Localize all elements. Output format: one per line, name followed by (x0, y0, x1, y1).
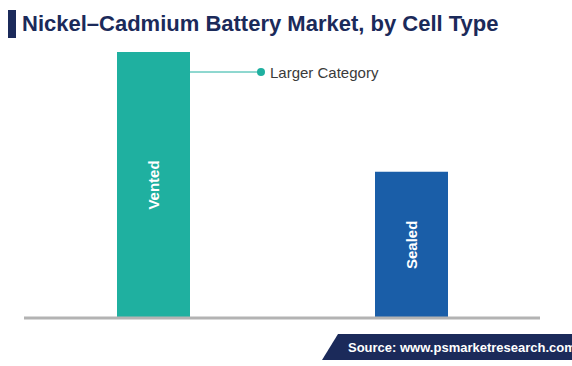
html-text:Nickel–Cadmium Battery Market,: Nickel–Cadmium Battery Market, by Cell T… (22, 11, 499, 36)
svg-text:Vented: Vented (145, 160, 162, 209)
svg-text:Sealed: Sealed (403, 221, 420, 269)
svg-text:Source: www.psmarketresearch.c: Source: www.psmarketresearch.com (348, 340, 564, 355)
svg-text:Larger Category: Larger Category (270, 64, 379, 81)
